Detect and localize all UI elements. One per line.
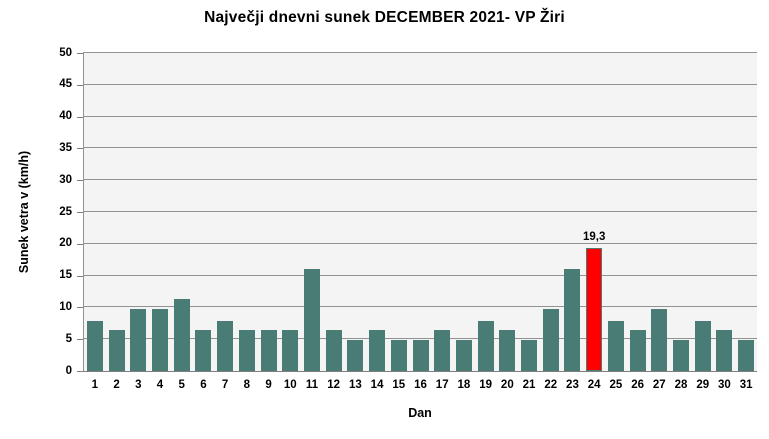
x-tick-label-7: 7 [221, 379, 229, 391]
y-tick-label-45: 45 [59, 78, 72, 91]
y-tick-label-40: 40 [59, 110, 72, 123]
bar-day-7 [217, 320, 234, 371]
bar-day-16 [412, 339, 429, 371]
x-tick-label-28: 28 [674, 379, 688, 391]
bar-day-17 [434, 330, 451, 371]
y-tick-mark-5 [77, 339, 83, 341]
bar-day-3 [130, 308, 147, 371]
x-tick-label-1: 1 [91, 379, 99, 391]
x-tick-label-31: 31 [739, 379, 753, 391]
y-tick-mark-35 [77, 148, 83, 150]
x-tick-label-13: 13 [348, 379, 362, 391]
gridline-10 [84, 306, 757, 308]
x-tick-label-30: 30 [718, 379, 731, 391]
y-tick-mark-45 [77, 84, 83, 86]
y-tick-label-30: 30 [59, 173, 72, 186]
x-tick-label-3: 3 [135, 379, 142, 391]
bar-day-10 [282, 330, 299, 371]
x-tick-label-26: 26 [631, 379, 644, 391]
y-tick-mark-20 [77, 243, 83, 245]
x-tick-label-24: 24 [587, 379, 601, 391]
gridline-25 [84, 211, 757, 212]
gridline-5 [84, 338, 757, 340]
gridline-30 [84, 179, 757, 181]
gridline-40 [84, 115, 757, 117]
gridline-35 [84, 147, 757, 149]
x-tick-label-29: 29 [696, 379, 710, 391]
bar-day-12 [325, 330, 342, 371]
highlight-value-label: 19,3 [582, 231, 606, 244]
y-tick-label-25: 25 [59, 205, 72, 218]
bar-day-11 [303, 268, 320, 371]
bar-day-30 [716, 330, 733, 371]
x-tick-label-21: 21 [522, 379, 536, 391]
bar-day-8 [238, 330, 255, 371]
bar-day-6 [195, 330, 212, 371]
bar-day-15 [390, 339, 407, 371]
y-tick-mark-40 [77, 116, 83, 118]
bar-day-9 [260, 330, 277, 371]
gridline-20 [84, 242, 757, 244]
x-tick-label-5: 5 [178, 379, 185, 391]
x-axis-title: Dan [408, 406, 432, 420]
gridline-45 [84, 83, 757, 85]
x-tick-label-10: 10 [283, 379, 297, 391]
y-tick-mark-30 [77, 180, 83, 182]
y-tick-label-5: 5 [65, 332, 72, 345]
y-tick-label-0: 0 [65, 364, 72, 377]
bar-day-28 [673, 339, 690, 371]
y-tick-label-50: 50 [59, 46, 72, 59]
bar-day-27 [651, 308, 668, 371]
x-tick-label-4: 4 [156, 379, 164, 391]
bar-day-25 [607, 320, 624, 371]
x-tick-label-12: 12 [327, 379, 341, 391]
bar-day-24 [586, 248, 603, 371]
y-tick-mark-10 [77, 307, 83, 309]
bar-day-2 [108, 330, 125, 371]
x-tick-label-20: 20 [500, 379, 514, 391]
y-tick-label-15: 15 [59, 269, 72, 282]
bar-day-21 [521, 339, 538, 371]
bar-day-13 [347, 339, 364, 371]
x-tick-label-9: 9 [265, 379, 272, 391]
x-tick-label-11: 11 [305, 379, 319, 391]
x-tick-label-2: 2 [113, 379, 120, 391]
y-tick-mark-0 [77, 371, 83, 372]
bar-day-23 [564, 268, 581, 371]
bar-day-22 [542, 308, 559, 371]
bar-day-26 [629, 330, 646, 371]
x-tick-label-18: 18 [457, 379, 471, 391]
x-tick-label-22: 22 [544, 379, 558, 391]
y-tick-mark-15 [77, 275, 83, 277]
y-tick-label-35: 35 [59, 141, 72, 154]
bar-day-1 [86, 320, 103, 371]
x-tick-label-15: 15 [392, 379, 406, 391]
bar-day-4 [151, 309, 168, 371]
y-tick-label-10: 10 [59, 300, 72, 313]
x-tick-label-23: 23 [566, 379, 579, 391]
bar-day-18 [455, 339, 472, 371]
y-tick-label-20: 20 [59, 237, 72, 250]
plot-area: 19,3 [83, 52, 757, 372]
bar-day-31 [738, 339, 755, 371]
x-tick-label-16: 16 [414, 379, 427, 391]
chart-title: Največji dnevni sunek DECEMBER 2021- VP … [204, 9, 565, 26]
bar-day-5 [173, 298, 190, 371]
x-tick-label-14: 14 [370, 379, 384, 391]
x-tick-label-19: 19 [479, 379, 493, 391]
bar-day-14 [369, 330, 386, 371]
bar-day-29 [694, 320, 711, 371]
y-tick-mark-25 [77, 212, 83, 213]
x-tick-label-17: 17 [435, 379, 449, 391]
y-tick-mark-50 [77, 53, 83, 54]
bar-day-20 [499, 330, 516, 371]
gridline-15 [84, 274, 757, 276]
x-tick-label-25: 25 [609, 379, 623, 391]
x-tick-label-6: 6 [200, 379, 207, 391]
x-tick-label-8: 8 [243, 379, 251, 391]
x-tick-label-27: 27 [652, 379, 666, 391]
bar-day-19 [477, 320, 494, 371]
